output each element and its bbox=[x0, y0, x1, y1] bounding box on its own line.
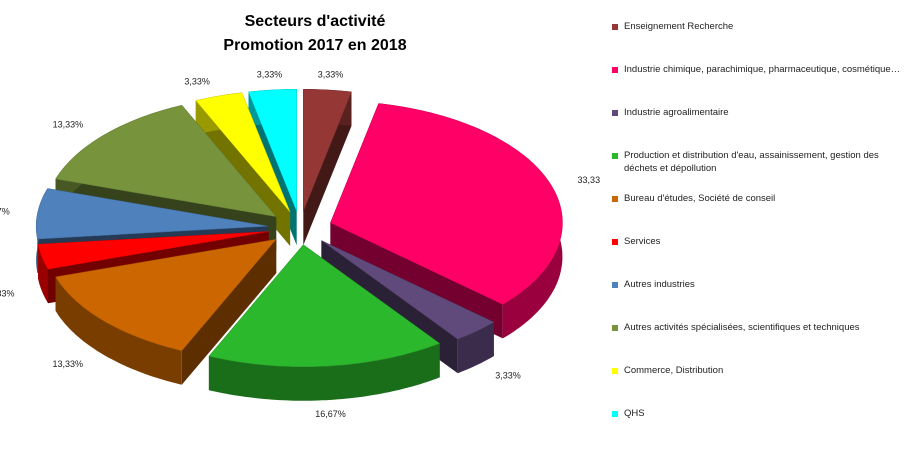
data-label: 33,33% bbox=[578, 175, 600, 185]
chart: Secteurs d'activité Promotion 2017 en 20… bbox=[0, 13, 600, 419]
slice-wall bbox=[457, 322, 494, 374]
data-label: 3,33% bbox=[0, 288, 15, 298]
legend-item: Commerce, Distribution bbox=[612, 364, 907, 407]
legend-swatch bbox=[612, 110, 618, 116]
legend-item: Industrie agroalimentaire bbox=[612, 106, 907, 149]
legend-text: Enseignement Recherche bbox=[624, 21, 734, 32]
slice-top bbox=[303, 89, 352, 212]
legend-item: Production et distribution d'eau, assain… bbox=[612, 149, 907, 192]
chart-title: Secteurs d'activité bbox=[245, 13, 386, 30]
data-label: 3,33% bbox=[184, 76, 210, 86]
slice-top bbox=[37, 231, 269, 270]
legend-swatch bbox=[612, 411, 618, 417]
legend: Enseignement Recherche Industrie chimique… bbox=[612, 20, 907, 450]
legend-swatch bbox=[612, 196, 618, 202]
legend-swatch bbox=[612, 239, 618, 245]
slice bbox=[330, 103, 563, 339]
legend-text: Services bbox=[624, 236, 661, 247]
slice-top bbox=[248, 89, 297, 212]
slice-top bbox=[55, 105, 277, 218]
data-label: 16,67% bbox=[315, 409, 346, 419]
legend-item: QHS bbox=[612, 407, 907, 450]
slice-top bbox=[330, 103, 563, 305]
slice-top bbox=[195, 92, 291, 213]
legend-item: Autres industries bbox=[612, 278, 907, 321]
slice bbox=[55, 238, 277, 385]
slice-wall bbox=[55, 276, 182, 385]
legend-swatch bbox=[612, 325, 618, 331]
chart-subtitle: Promotion 2017 en 2018 bbox=[223, 37, 406, 54]
slice-side bbox=[303, 91, 352, 246]
slice-top bbox=[208, 244, 441, 367]
slice-wall bbox=[208, 343, 440, 401]
legend-item: Industrie chimique, parachimique, pharma… bbox=[612, 63, 907, 106]
legend-item: Autres activités spécialisées, scientifi… bbox=[612, 321, 907, 364]
legend-text: Industrie chimique, parachimique, pharma… bbox=[624, 64, 901, 75]
data-label: 6,67% bbox=[0, 206, 10, 216]
slice-top bbox=[55, 238, 277, 351]
legend-text: QHS bbox=[624, 408, 645, 419]
slice-top bbox=[321, 240, 495, 340]
slice bbox=[303, 89, 352, 246]
legend-item: Enseignement Recherche bbox=[612, 20, 907, 63]
legend-swatch bbox=[612, 282, 618, 288]
legend-swatch bbox=[612, 24, 618, 30]
legend-text: Bureau d'études, Société de conseil bbox=[624, 193, 776, 204]
data-label: 3,33% bbox=[257, 70, 283, 80]
legend-text: Commerce, Distribution bbox=[624, 365, 724, 376]
legend-text: Autres industries bbox=[624, 279, 695, 290]
legend-item: Services bbox=[612, 235, 907, 278]
data-label: 3,33% bbox=[495, 370, 521, 380]
data-label: 13,33% bbox=[53, 120, 84, 130]
slice-wall bbox=[38, 244, 48, 304]
legend-text: Production et distribution d'eau, assain… bbox=[624, 150, 879, 174]
pie bbox=[35, 89, 563, 401]
data-label: 3,33% bbox=[318, 70, 344, 80]
slice bbox=[208, 244, 441, 401]
legend-text: Autres activités spécialisées, scientifi… bbox=[624, 322, 860, 333]
legend-swatch bbox=[612, 67, 618, 73]
legend-swatch bbox=[612, 368, 618, 374]
legend-text: Industrie agroalimentaire bbox=[624, 107, 729, 118]
legend-item: Bureau d'études, Société de conseil bbox=[612, 192, 907, 235]
slice-top bbox=[35, 188, 269, 240]
legend-swatch bbox=[612, 153, 618, 159]
data-label: 13,33% bbox=[53, 359, 84, 369]
